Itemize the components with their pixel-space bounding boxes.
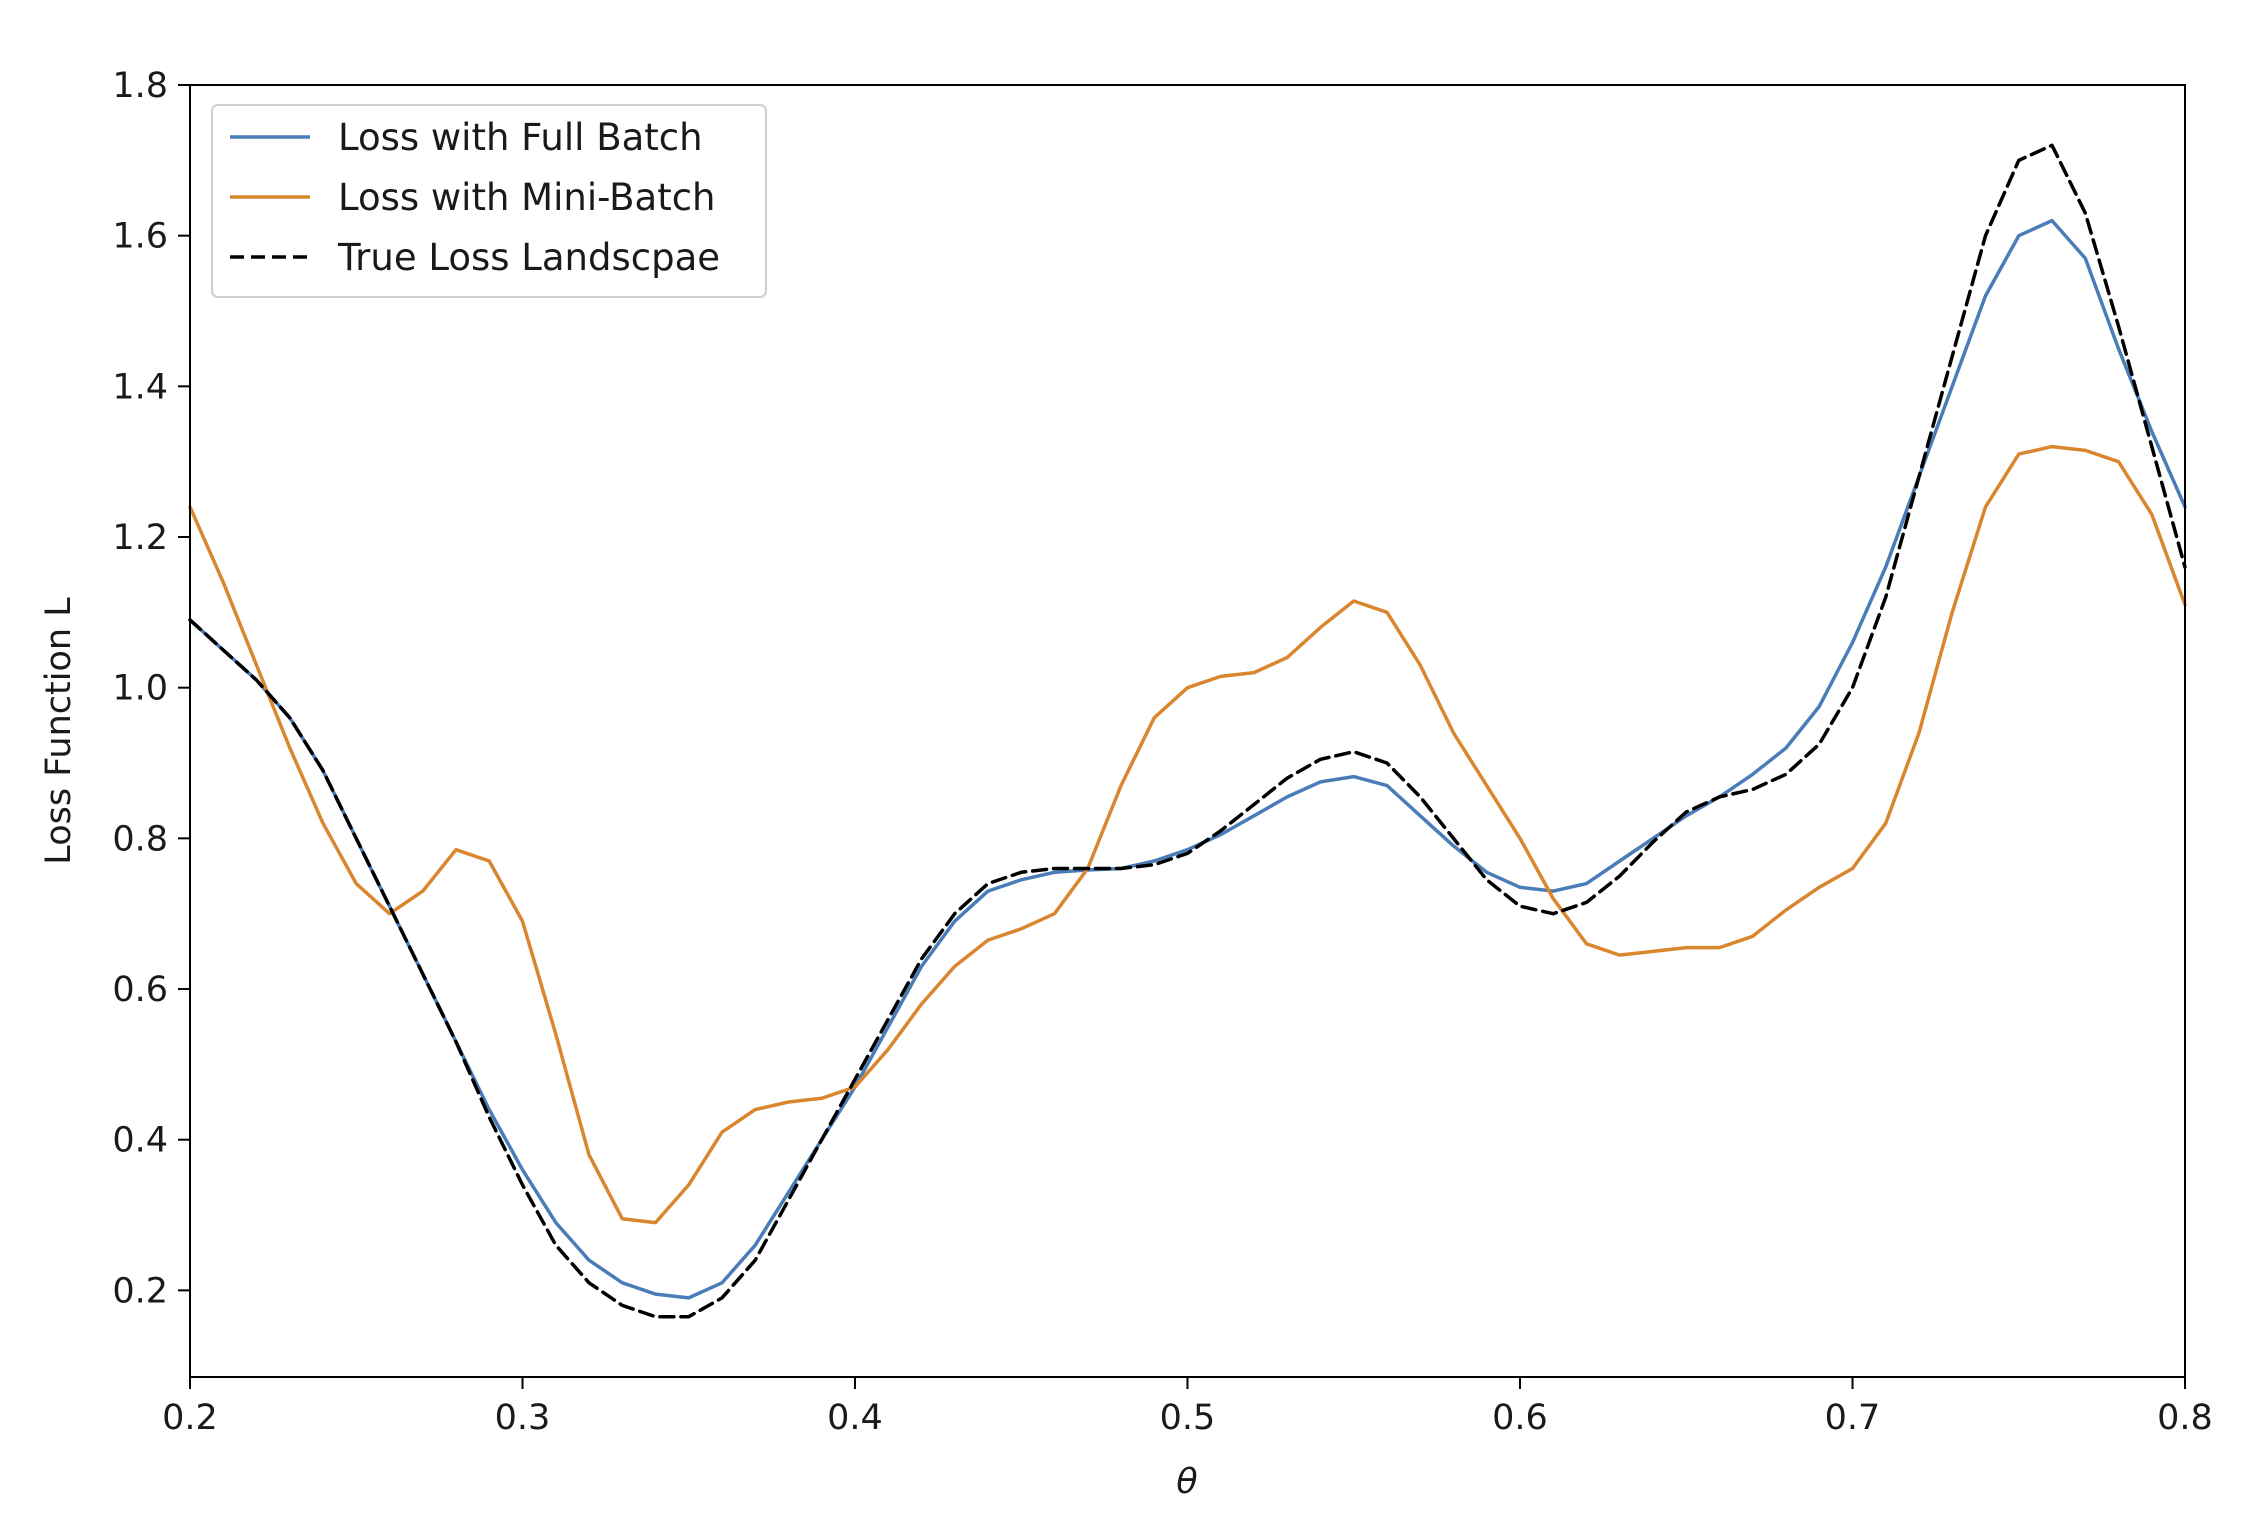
legend: Loss with Full Batch Loss with Mini-Batc…	[211, 104, 767, 298]
y-tick-label: 1.8	[112, 66, 168, 106]
series-layer	[188, 143, 2187, 1319]
x-tick-label: 0.8	[2157, 1398, 2213, 1438]
x-axis: 0.2 0.3 0.4 0.5 0.6 0.7 0.8	[162, 1377, 2213, 1438]
y-axis-label: Loss Function L	[39, 597, 79, 865]
series-line-2	[188, 444, 2187, 1225]
y-tick-label: 0.8	[112, 819, 168, 859]
y-tick-label: 1.4	[112, 367, 168, 407]
y-tick-label: 0.2	[112, 1271, 168, 1311]
y-tick-label: 1.2	[112, 518, 168, 558]
y-axis: 0.2 0.4 0.6 0.8 1.0 1.2 1.4 1.6 1.8	[112, 66, 190, 1311]
y-tick-label: 1.6	[112, 217, 168, 257]
x-tick-label: 0.6	[1492, 1398, 1548, 1438]
y-tick-label: 1.0	[112, 669, 168, 709]
legend-label-true-loss: True Loss Landscpae	[337, 236, 720, 279]
x-axis-label: θ	[1176, 1462, 1197, 1502]
legend-label-full-batch: Loss with Full Batch	[338, 116, 703, 159]
series-line-1	[188, 218, 2187, 1300]
x-tick-label: 0.3	[495, 1398, 551, 1438]
y-tick-label: 0.6	[112, 970, 168, 1010]
x-tick-label: 0.7	[1825, 1398, 1881, 1438]
legend-box	[211, 104, 767, 298]
x-tick-label: 0.2	[162, 1398, 218, 1438]
x-tick-label: 0.4	[827, 1398, 883, 1438]
y-tick-label: 0.4	[112, 1121, 168, 1161]
x-tick-label: 0.5	[1160, 1398, 1216, 1438]
legend-label-mini-batch: Loss with Mini-Batch	[338, 176, 716, 219]
series-line-3	[188, 143, 2187, 1319]
